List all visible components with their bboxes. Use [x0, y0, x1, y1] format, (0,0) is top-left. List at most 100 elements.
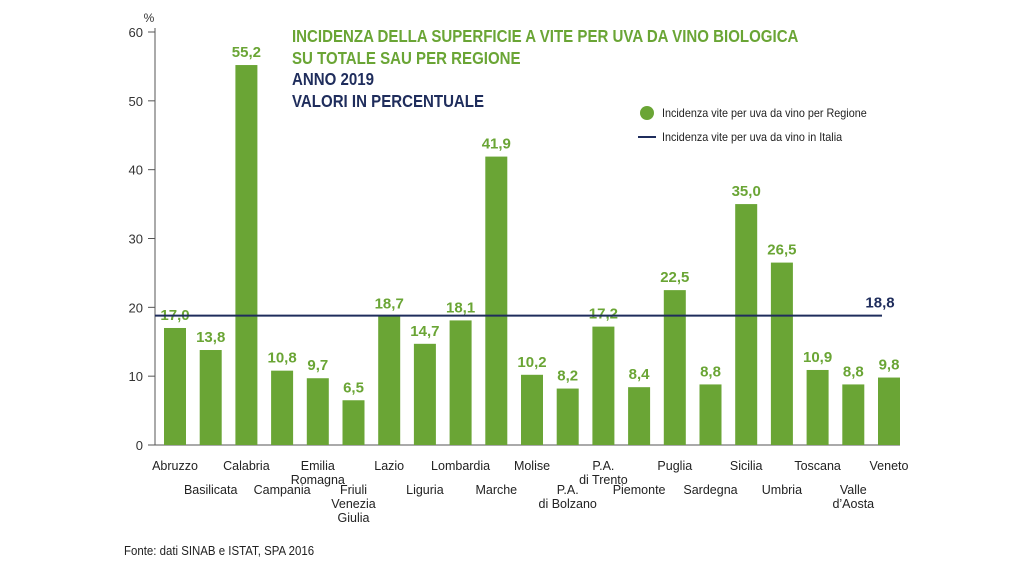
legend-dot-icon — [640, 106, 654, 120]
x-tick-label: Abruzzo — [152, 459, 198, 473]
title-line-4: VALORI IN PERCENTUALE — [292, 90, 485, 111]
x-tick-label-line: Lazio — [374, 459, 404, 473]
data-label: 8,8 — [843, 363, 864, 380]
bar — [770, 262, 793, 445]
x-tick-label: Molise — [514, 459, 550, 473]
bar — [556, 388, 579, 445]
x-tick-label: Friuli Venezia Giulia — [331, 483, 376, 525]
x-tick-label: P.A. di Trento — [579, 459, 628, 487]
x-tick-label-line: Umbria — [762, 483, 802, 497]
data-label: 10,8 — [267, 350, 296, 367]
data-label: 22,5 — [660, 269, 689, 286]
data-label: 18,1 — [446, 299, 475, 316]
bar — [663, 290, 686, 445]
x-tick-label-line: di Bolzano — [539, 497, 597, 511]
data-label: 14,7 — [410, 323, 439, 340]
bar — [699, 384, 722, 445]
data-label: 41,9 — [482, 136, 511, 153]
bar — [164, 327, 186, 445]
source-note: Fonte: dati SINAB e ISTAT, SPA 2016 — [124, 543, 315, 558]
x-tick-label-line: Giulia — [338, 511, 370, 525]
data-label: 8,8 — [700, 363, 721, 380]
bar — [378, 316, 401, 445]
bar — [628, 387, 651, 445]
x-tick-label: Sardegna — [683, 483, 737, 497]
x-tick-label-line: Veneto — [870, 459, 909, 473]
x-tick-label-line: Venezia — [331, 497, 376, 511]
x-tick-label-line: di Trento — [579, 473, 628, 487]
data-label: 9,8 — [879, 357, 900, 374]
x-tick-label-line: Marche — [475, 483, 517, 497]
x-tick-label: Emilia Romagna — [291, 459, 345, 487]
y-tick-label: 20 — [129, 300, 143, 315]
x-tick-label: Toscana — [794, 459, 841, 473]
x-tick-label-line: Abruzzo — [152, 459, 198, 473]
bar — [235, 65, 258, 445]
title-line-3: ANNO 2019 — [292, 69, 374, 89]
data-label: 8,2 — [557, 368, 578, 385]
legend: Incidenza vite per uva da vino per Regio… — [637, 101, 889, 149]
x-tick-label: Marche — [475, 483, 517, 497]
x-tick-label-line: Puglia — [657, 459, 692, 473]
data-label: 13,8 — [196, 329, 225, 346]
bar — [199, 350, 222, 445]
chart-title: INCIDENZA DELLA SUPERFICIE A VITE PER UV… — [292, 26, 881, 112]
x-tick-label: Veneto — [870, 459, 909, 473]
x-tick-label-line: Basilicata — [184, 483, 238, 497]
x-tick-label-line: Sicilia — [730, 459, 763, 473]
x-tick-label: Basilicata — [184, 483, 238, 497]
bar — [842, 384, 865, 445]
x-tick-label-line: Piemonte — [613, 483, 666, 497]
data-label: 35,0 — [732, 183, 761, 200]
x-tick-label-line: d’Aosta — [832, 497, 874, 511]
data-label: 8,4 — [629, 366, 651, 383]
x-tick-label: Calabria — [223, 459, 270, 473]
y-tick-label: 30 — [129, 232, 143, 247]
data-label: 6,5 — [343, 379, 364, 396]
x-tick-label-line: Romagna — [291, 473, 345, 487]
x-tick-label-line: P.A. — [592, 459, 614, 473]
bar — [271, 370, 294, 445]
legend-label-regions: Incidenza vite per uva da vino per Regio… — [662, 106, 867, 120]
legend-line-icon — [638, 136, 656, 138]
x-tick-label-line: Sardegna — [683, 483, 737, 497]
data-label: 10,2 — [517, 354, 546, 371]
y-axis-label: % — [144, 11, 155, 25]
data-label: 18,7 — [375, 295, 404, 312]
title-line-1: INCIDENZA DELLA SUPERFICIE A VITE PER UV… — [292, 26, 799, 46]
x-tick-label-line: Campania — [254, 483, 311, 497]
x-tick-label: Lombardia — [431, 459, 490, 473]
x-tick-label-line: Friuli — [340, 483, 367, 497]
bar — [413, 343, 436, 445]
x-tick-label: Liguria — [406, 483, 444, 497]
x-tick-label-line: P.A. — [557, 483, 579, 497]
x-tick-label: P.A. di Bolzano — [539, 483, 597, 511]
x-tick-label-line: Valle — [840, 483, 867, 497]
bar — [806, 369, 829, 445]
y-tick-label: 0 — [136, 438, 143, 453]
bar — [735, 204, 758, 445]
legend-item-italy: Incidenza vite per uva da vino in Italia — [637, 125, 889, 149]
x-tick-label: Umbria — [762, 483, 802, 497]
x-tick-label-line: Lombardia — [431, 459, 490, 473]
italy-reference-label: 18,8 — [865, 295, 894, 312]
bar — [878, 377, 900, 445]
x-tick-label: Lazio — [374, 459, 404, 473]
x-tick-label: Valle d’Aosta — [832, 483, 874, 511]
title-line-2: SU TOTALE SAU PER REGIONE — [292, 47, 521, 68]
bar — [592, 326, 615, 445]
bar — [306, 378, 329, 445]
legend-item-regions: Incidenza vite per uva da vino per Regio… — [637, 101, 889, 125]
x-tick-label-line: Liguria — [406, 483, 444, 497]
data-label: 10,9 — [803, 349, 832, 366]
data-label: 26,5 — [767, 242, 796, 259]
x-tick-label: Campania — [254, 483, 311, 497]
legend-label-italy: Incidenza vite per uva da vino in Italia — [662, 130, 843, 144]
data-label: 55,2 — [232, 44, 261, 61]
bar — [485, 156, 508, 446]
bar — [449, 320, 472, 445]
x-tick-label-line: Molise — [514, 459, 550, 473]
data-label: 17,2 — [589, 306, 618, 323]
x-tick-label-line: Toscana — [794, 459, 841, 473]
